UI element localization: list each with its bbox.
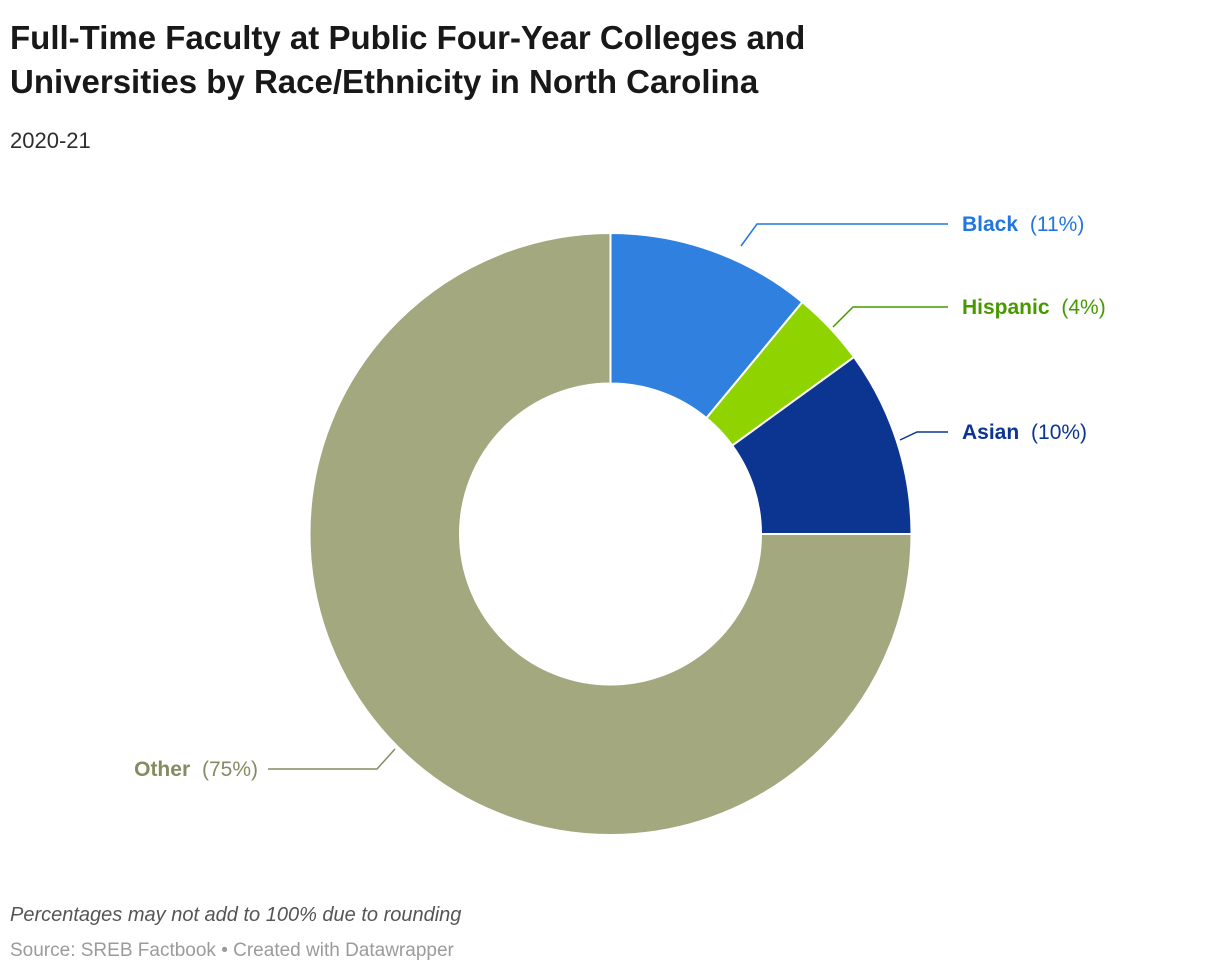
slice-label-other: Other (75%) xyxy=(134,758,258,781)
slice-label-black: Black (11%) xyxy=(962,213,1084,236)
donut-chart: Black (11%) Hispanic (4%) Asian (10%) Ot… xyxy=(134,213,1106,836)
slice-label-hispanic: Hispanic (4%) xyxy=(962,296,1106,319)
leader-line-black xyxy=(740,223,948,247)
leader-line-other xyxy=(268,748,396,770)
chart-note: Percentages may not add to 100% due to r… xyxy=(10,904,462,926)
slice-other[interactable] xyxy=(308,231,913,836)
chart-title-line-2: Universities by Race/Ethnicity in North … xyxy=(10,63,759,100)
chart-subtitle: 2020-21 xyxy=(10,128,91,153)
leader-line-asian xyxy=(899,431,948,441)
donut-slices xyxy=(308,231,913,836)
leader-line-hispanic xyxy=(832,306,948,328)
chart-source: Source: SREB Factbook • Created with Dat… xyxy=(10,940,454,961)
slice-label-asian: Asian (10%) xyxy=(962,421,1087,444)
chart-title-line-1: Full-Time Faculty at Public Four-Year Co… xyxy=(10,19,806,56)
chart-header: Full-Time Faculty at Public Four-Year Co… xyxy=(10,16,1210,155)
